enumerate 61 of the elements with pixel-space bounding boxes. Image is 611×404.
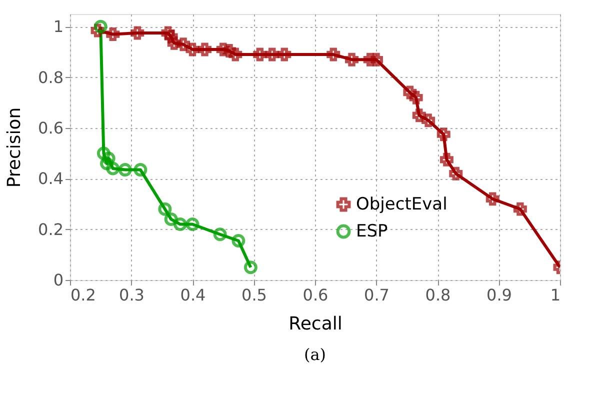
y-tick-label: 0.6	[38, 118, 64, 138]
y-tick-label: 0.4	[38, 169, 64, 188]
point	[412, 108, 426, 122]
y-axis-title: Precision	[4, 107, 26, 188]
point	[134, 163, 148, 177]
point	[96, 146, 110, 160]
point	[118, 163, 132, 177]
point	[186, 42, 200, 56]
x-tick-label: 0.5	[242, 286, 267, 304]
point	[436, 128, 450, 142]
point	[278, 48, 292, 62]
legend-label: ObjectEval	[356, 194, 448, 214]
point	[174, 218, 187, 231]
x-tick-label: 0.3	[119, 286, 144, 304]
point	[403, 86, 417, 100]
point	[164, 212, 178, 226]
y-tick-label: 0.8	[38, 68, 64, 87]
point	[167, 36, 181, 50]
point	[216, 42, 230, 56]
x-tick-label: 0.9	[486, 286, 512, 304]
point	[94, 20, 108, 34]
point	[363, 52, 377, 66]
point	[198, 42, 212, 56]
x-tick-label: 0.7	[364, 286, 390, 304]
x-axis-title: Recall	[288, 314, 342, 334]
point	[102, 152, 116, 166]
point	[253, 48, 267, 62]
point	[106, 28, 120, 42]
point	[232, 234, 246, 248]
y-tick-label: 1	[53, 17, 64, 36]
point	[176, 38, 190, 52]
point	[345, 52, 358, 66]
point	[440, 152, 454, 166]
x-tick-label: 0.6	[302, 286, 328, 304]
x-tick-label: 1	[550, 286, 560, 304]
point	[164, 30, 178, 44]
point	[186, 218, 200, 231]
point	[106, 162, 120, 176]
point	[130, 26, 144, 40]
point	[486, 192, 500, 206]
point	[326, 48, 340, 62]
point	[265, 48, 279, 62]
point	[244, 260, 258, 274]
x-tick-label: 0.8	[425, 286, 451, 304]
point	[228, 48, 242, 62]
point	[222, 44, 236, 58]
y-tick-label: 0.2	[38, 220, 64, 239]
legend-label: ESP	[356, 222, 388, 242]
text: (a)	[304, 345, 326, 364]
x-tick-label: 0.4	[180, 286, 206, 304]
point	[158, 202, 172, 216]
x-tick-label: 0.2	[70, 286, 96, 304]
point	[161, 26, 175, 40]
point	[513, 202, 527, 216]
point	[409, 90, 423, 104]
y-tick-label: 0	[53, 270, 64, 290]
point	[370, 52, 383, 66]
point	[100, 156, 114, 170]
point	[213, 228, 227, 242]
point	[449, 166, 463, 180]
point	[422, 114, 436, 128]
